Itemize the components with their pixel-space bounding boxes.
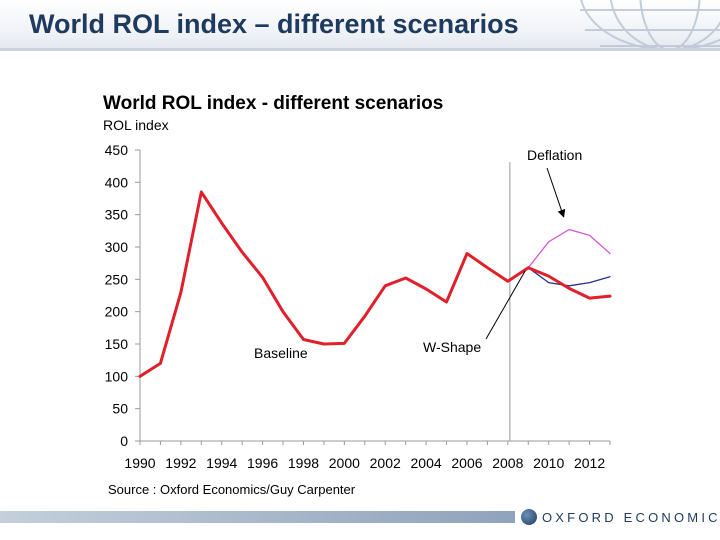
- x-tick-label: 2008: [492, 455, 523, 471]
- chart-axes: 0 50 100 150 200 250 300 350 400 450 1990 1992 1994 1…: [105, 142, 611, 471]
- series-deflation: [527, 228, 611, 269]
- x-tick-label: 1990: [124, 455, 155, 471]
- series-w-shape: [527, 267, 611, 287]
- x-tick-label: 2010: [533, 455, 564, 471]
- annotation-w-shape: W-Shape: [423, 339, 481, 355]
- annotation-baseline: Baseline: [254, 345, 308, 361]
- chart-title: World ROL index - different scenarios: [103, 93, 443, 114]
- x-tick-label: 2004: [411, 455, 442, 471]
- chart-annotations: Deflation W-Shape Baseline: [254, 147, 582, 361]
- x-tick-label: 2000: [329, 455, 360, 471]
- x-tick-label: 2002: [370, 455, 401, 471]
- logo-text: OXFORD ECONOMICS: [542, 509, 720, 525]
- y-tick-label: 100: [105, 368, 129, 384]
- header-divider: [0, 48, 720, 51]
- annotation-deflation: Deflation: [527, 147, 582, 163]
- y-tick-label: 400: [105, 174, 129, 190]
- footer-logo: OXFORD ECONOMICS: [521, 508, 720, 526]
- footer-bar: [0, 511, 515, 523]
- y-tick-label: 50: [112, 401, 128, 417]
- x-tick-label: 1998: [288, 455, 319, 471]
- y-tick-label: 350: [105, 207, 129, 223]
- y-axis-label: ROL index: [103, 117, 169, 133]
- w-shape-pointer: [485, 270, 526, 340]
- x-tick-label: 1996: [247, 455, 278, 471]
- x-tick-label: 2012: [574, 455, 605, 471]
- y-tick-label: 450: [105, 142, 129, 158]
- chart-series: [138, 190, 612, 378]
- deflation-arrow: [546, 167, 566, 218]
- chart-source: Source : Oxford Economics/Guy Carpenter: [108, 482, 356, 497]
- globe-graphic-icon: [580, 0, 720, 50]
- oxford-economics-logo-icon: [521, 509, 537, 525]
- y-tick-label: 250: [105, 271, 129, 287]
- slide-title: World ROL index – different scenarios: [29, 9, 519, 39]
- slide-header: [0, 0, 720, 50]
- series-baseline: [138, 190, 612, 378]
- y-tick-label: 150: [105, 336, 129, 352]
- y-tick-label: 0: [120, 433, 128, 449]
- y-tick-label: 200: [105, 304, 129, 320]
- x-tick-label: 1994: [206, 455, 237, 471]
- y-tick-label: 300: [105, 239, 129, 255]
- x-tick-label: 2006: [451, 455, 482, 471]
- x-tick-label: 1992: [165, 455, 196, 471]
